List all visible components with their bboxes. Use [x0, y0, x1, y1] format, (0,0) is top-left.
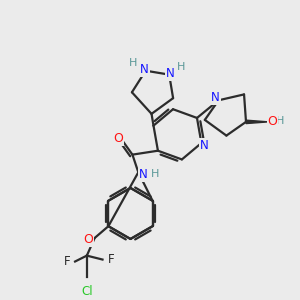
Text: H: H	[276, 116, 284, 126]
Text: O: O	[113, 132, 123, 146]
Text: N: N	[200, 139, 209, 152]
Text: H: H	[151, 169, 159, 179]
Text: Cl: Cl	[81, 285, 93, 298]
Text: F: F	[107, 253, 114, 266]
Text: F: F	[64, 255, 70, 268]
Text: N: N	[211, 91, 220, 104]
Text: O: O	[83, 233, 93, 246]
Polygon shape	[246, 120, 268, 124]
Text: N: N	[140, 63, 149, 76]
Text: H: H	[129, 58, 137, 68]
Text: N: N	[139, 168, 148, 181]
Text: N: N	[166, 67, 175, 80]
Text: H: H	[177, 62, 185, 72]
Text: O: O	[268, 116, 278, 128]
